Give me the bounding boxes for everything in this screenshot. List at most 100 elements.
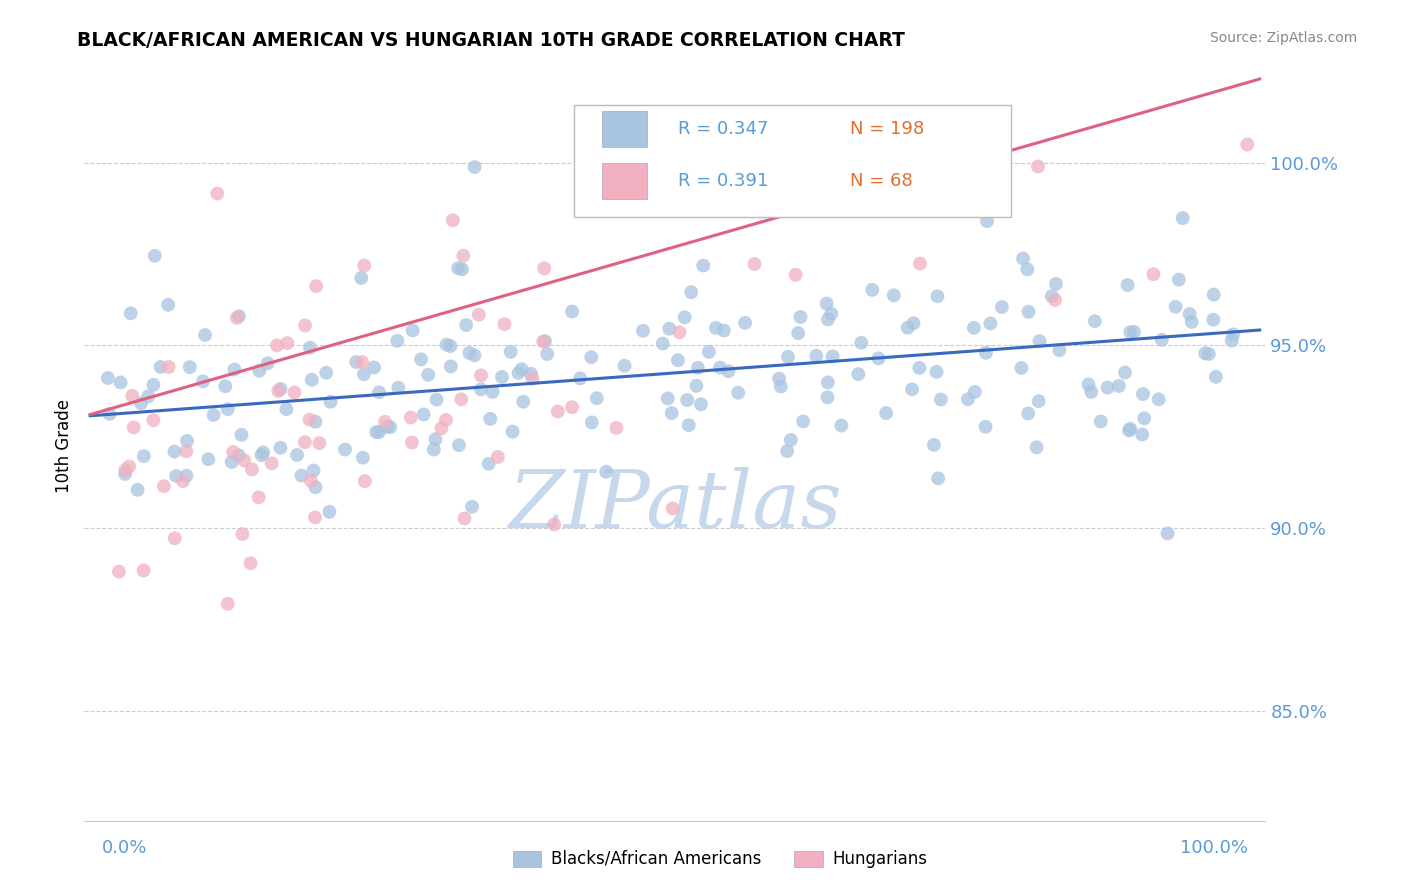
- Point: [315, 366, 337, 380]
- Point: [922, 438, 945, 452]
- Point: [901, 382, 924, 396]
- Point: [1010, 360, 1032, 375]
- Point: [1114, 366, 1136, 380]
- Text: BLACK/AFRICAN AMERICAN VS HUNGARIAN 10TH GRADE CORRELATION CHART: BLACK/AFRICAN AMERICAN VS HUNGARIAN 10TH…: [77, 31, 905, 50]
- Point: [1018, 305, 1040, 319]
- Point: [963, 321, 986, 335]
- Point: [194, 328, 217, 343]
- Point: [240, 462, 263, 476]
- Point: [1171, 211, 1194, 225]
- Point: [294, 318, 316, 333]
- Point: [464, 160, 486, 174]
- Point: [1118, 424, 1140, 438]
- Point: [451, 262, 474, 277]
- Point: [510, 362, 533, 376]
- Text: Source: ZipAtlas.com: Source: ZipAtlas.com: [1209, 31, 1357, 45]
- Point: [499, 344, 522, 359]
- Point: [252, 445, 274, 459]
- Point: [118, 459, 141, 474]
- Point: [1130, 427, 1153, 442]
- Point: [883, 288, 905, 302]
- Point: [1017, 407, 1039, 421]
- Point: [963, 169, 986, 184]
- Point: [247, 491, 270, 505]
- Point: [430, 421, 453, 435]
- Text: R = 0.347: R = 0.347: [679, 120, 769, 137]
- Point: [447, 438, 470, 452]
- Point: [815, 296, 838, 310]
- Point: [817, 312, 839, 326]
- Point: [377, 420, 399, 434]
- Point: [820, 307, 842, 321]
- Point: [1028, 334, 1050, 348]
- Point: [673, 310, 696, 325]
- Text: Hungarians: Hungarians: [832, 850, 928, 868]
- Point: [605, 421, 627, 435]
- Point: [447, 261, 470, 276]
- Point: [903, 316, 925, 330]
- Point: [974, 419, 997, 434]
- Point: [142, 377, 165, 392]
- Point: [305, 279, 328, 293]
- Point: [713, 324, 735, 338]
- Point: [860, 283, 883, 297]
- Text: 0.0%: 0.0%: [101, 839, 148, 857]
- Point: [453, 249, 475, 263]
- Point: [1150, 333, 1173, 347]
- Point: [846, 367, 869, 381]
- Point: [1119, 422, 1142, 436]
- Point: [453, 511, 475, 525]
- Point: [569, 371, 592, 385]
- Point: [470, 382, 492, 396]
- Point: [1236, 137, 1258, 152]
- Point: [927, 471, 949, 485]
- Point: [202, 408, 225, 422]
- Point: [283, 385, 305, 400]
- Point: [470, 368, 492, 383]
- Point: [304, 480, 326, 494]
- Point: [533, 261, 555, 276]
- Point: [353, 474, 375, 488]
- Point: [368, 385, 391, 400]
- Point: [681, 285, 703, 300]
- Point: [631, 324, 654, 338]
- Point: [441, 213, 464, 227]
- Point: [1047, 343, 1070, 358]
- Point: [547, 404, 569, 418]
- Point: [789, 151, 811, 165]
- Point: [1194, 346, 1216, 360]
- Point: [149, 359, 172, 374]
- Point: [508, 366, 530, 380]
- Text: 100.0%: 100.0%: [1180, 839, 1249, 857]
- Point: [136, 389, 159, 403]
- Point: [402, 323, 425, 337]
- Text: N = 198: N = 198: [849, 120, 924, 137]
- Point: [221, 455, 243, 469]
- Point: [686, 360, 709, 375]
- Point: [344, 355, 367, 369]
- Point: [1178, 307, 1201, 321]
- Point: [434, 413, 457, 427]
- Point: [486, 450, 509, 464]
- Point: [769, 379, 792, 393]
- Point: [250, 448, 273, 462]
- Point: [366, 425, 388, 439]
- Point: [1045, 277, 1067, 291]
- Point: [440, 359, 463, 374]
- Point: [132, 449, 155, 463]
- Point: [247, 364, 270, 378]
- Point: [302, 464, 325, 478]
- Point: [1198, 347, 1220, 361]
- Point: [479, 412, 502, 426]
- Point: [974, 346, 997, 360]
- Point: [1090, 415, 1112, 429]
- Point: [256, 356, 278, 370]
- Point: [908, 360, 931, 375]
- Point: [217, 402, 239, 417]
- Point: [929, 392, 952, 407]
- Point: [423, 442, 446, 457]
- Point: [1028, 394, 1050, 409]
- Point: [425, 432, 447, 446]
- Point: [666, 353, 689, 368]
- Point: [897, 320, 920, 334]
